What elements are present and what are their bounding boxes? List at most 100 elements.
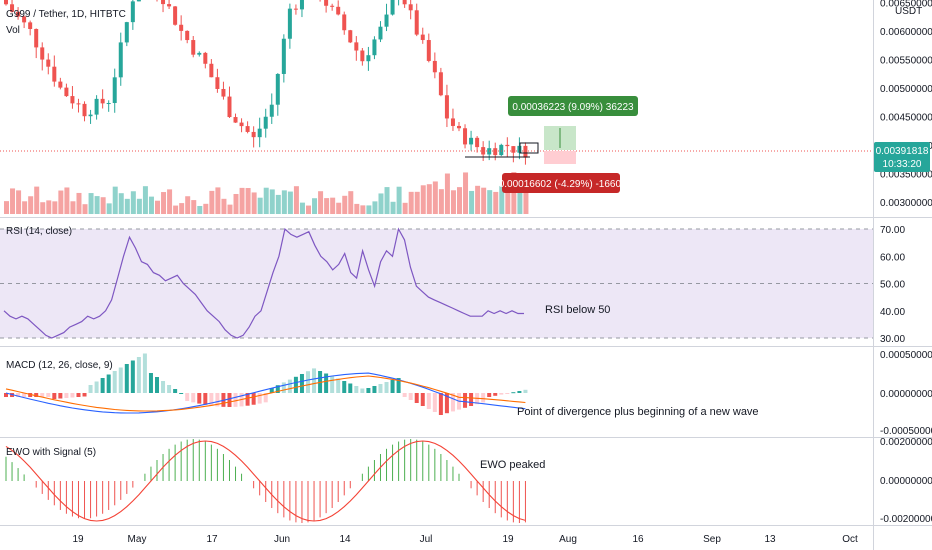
macd-histogram-bar[interactable]: [499, 393, 504, 395]
macd-histogram-bar[interactable]: [312, 368, 317, 393]
candle-body[interactable]: [28, 22, 33, 29]
macd-histogram-bar[interactable]: [438, 393, 443, 415]
candle-body[interactable]: [136, 0, 141, 2]
macd-histogram-bar[interactable]: [348, 383, 353, 394]
candle-body[interactable]: [112, 77, 117, 104]
macd-histogram-bar[interactable]: [420, 393, 425, 406]
candle-body[interactable]: [94, 98, 99, 115]
macd-histogram-bar[interactable]: [432, 393, 437, 412]
macd-histogram-bar[interactable]: [354, 386, 359, 393]
candle-body[interactable]: [493, 148, 498, 156]
macd-histogram-bar[interactable]: [426, 393, 431, 409]
candle-body[interactable]: [293, 8, 298, 10]
macd-histogram-bar[interactable]: [336, 378, 341, 394]
macd-histogram-bar[interactable]: [34, 393, 39, 397]
candle-body[interactable]: [450, 118, 455, 126]
candle-body[interactable]: [209, 63, 214, 78]
macd-histogram-bar[interactable]: [444, 393, 449, 414]
candle-body[interactable]: [378, 26, 383, 40]
candle-body[interactable]: [505, 144, 510, 147]
candle-body[interactable]: [366, 55, 371, 62]
candle-body[interactable]: [22, 16, 27, 23]
macd-histogram-bar[interactable]: [46, 393, 51, 397]
price-pane[interactable]: [0, 0, 873, 214]
candle-body[interactable]: [203, 52, 208, 64]
candle-body[interactable]: [372, 39, 377, 56]
macd-histogram-bar[interactable]: [293, 376, 298, 393]
macd-histogram-bar[interactable]: [70, 393, 75, 398]
macd-histogram-bar[interactable]: [481, 393, 486, 403]
macd-histogram-bar[interactable]: [402, 393, 407, 397]
macd-histogram-bar[interactable]: [118, 367, 123, 394]
candle-body[interactable]: [46, 59, 51, 67]
candle-body[interactable]: [263, 116, 268, 129]
macd-histogram-bar[interactable]: [106, 374, 111, 394]
macd-histogram-bar[interactable]: [4, 393, 8, 397]
candle-body[interactable]: [82, 103, 87, 117]
candle-body[interactable]: [191, 40, 196, 55]
macd-histogram-bar[interactable]: [281, 382, 286, 393]
candle-body[interactable]: [197, 52, 202, 55]
candle-body[interactable]: [100, 98, 105, 104]
macd-histogram-bar[interactable]: [487, 393, 492, 397]
ewo-pane[interactable]: [5, 439, 526, 523]
macd-histogram-bar[interactable]: [16, 393, 21, 397]
macd-histogram-bar[interactable]: [148, 373, 153, 393]
macd-histogram-bar[interactable]: [366, 388, 371, 393]
candle-body[interactable]: [88, 114, 93, 117]
candle-body[interactable]: [414, 10, 419, 35]
macd-histogram-bar[interactable]: [112, 371, 117, 393]
macd-histogram-bar[interactable]: [52, 393, 57, 399]
macd-histogram-bar[interactable]: [191, 393, 196, 403]
macd-histogram-bar[interactable]: [342, 381, 347, 393]
macd-histogram-bar[interactable]: [155, 377, 159, 393]
candle-body[interactable]: [420, 34, 425, 41]
macd-histogram-bar[interactable]: [360, 388, 365, 394]
candle-body[interactable]: [179, 24, 184, 31]
candle-body[interactable]: [275, 73, 280, 105]
macd-histogram-bar[interactable]: [209, 393, 214, 406]
macd-histogram-bar[interactable]: [22, 393, 27, 397]
candle-body[interactable]: [444, 95, 449, 119]
candle-body[interactable]: [76, 103, 81, 105]
macd-histogram-bar[interactable]: [233, 393, 238, 407]
candle-body[interactable]: [342, 14, 347, 31]
macd-histogram-bar[interactable]: [505, 393, 510, 394]
candle-body[interactable]: [463, 128, 468, 145]
macd-histogram-bar[interactable]: [100, 378, 105, 393]
macd-histogram-bar[interactable]: [372, 386, 377, 393]
candle-body[interactable]: [215, 77, 220, 89]
candle-body[interactable]: [384, 14, 389, 27]
macd-histogram-bar[interactable]: [511, 392, 516, 394]
macd-histogram-bar[interactable]: [185, 393, 190, 401]
candle-body[interactable]: [457, 125, 461, 129]
candle-body[interactable]: [390, 0, 395, 15]
macd-histogram-bar[interactable]: [203, 393, 208, 405]
macd-histogram-bar[interactable]: [469, 393, 474, 406]
position-loss-zone[interactable]: [544, 151, 576, 164]
macd-pane[interactable]: [4, 353, 528, 416]
candle-body[interactable]: [34, 28, 39, 48]
macd-histogram-bar[interactable]: [179, 393, 184, 394]
candle-body[interactable]: [408, 4, 413, 11]
candle-body[interactable]: [523, 145, 528, 158]
candle-body[interactable]: [336, 6, 341, 15]
candle-body[interactable]: [118, 42, 123, 78]
candle-body[interactable]: [269, 104, 274, 117]
candle-body[interactable]: [106, 103, 111, 105]
macd-histogram-bar[interactable]: [245, 393, 250, 406]
macd-histogram-bar[interactable]: [414, 393, 419, 403]
candle-body[interactable]: [324, 0, 329, 6]
candle-body[interactable]: [70, 96, 75, 104]
candle-body[interactable]: [58, 81, 63, 88]
candle-body[interactable]: [239, 122, 244, 127]
macd-histogram-bar[interactable]: [173, 389, 178, 393]
candle-body[interactable]: [245, 126, 250, 132]
macd-histogram-bar[interactable]: [299, 374, 304, 393]
macd-histogram-bar[interactable]: [450, 393, 455, 412]
candle-body[interactable]: [299, 0, 304, 10]
candle-body[interactable]: [360, 50, 365, 62]
macd-histogram-bar[interactable]: [493, 393, 498, 396]
macd-histogram-bar[interactable]: [94, 381, 99, 394]
